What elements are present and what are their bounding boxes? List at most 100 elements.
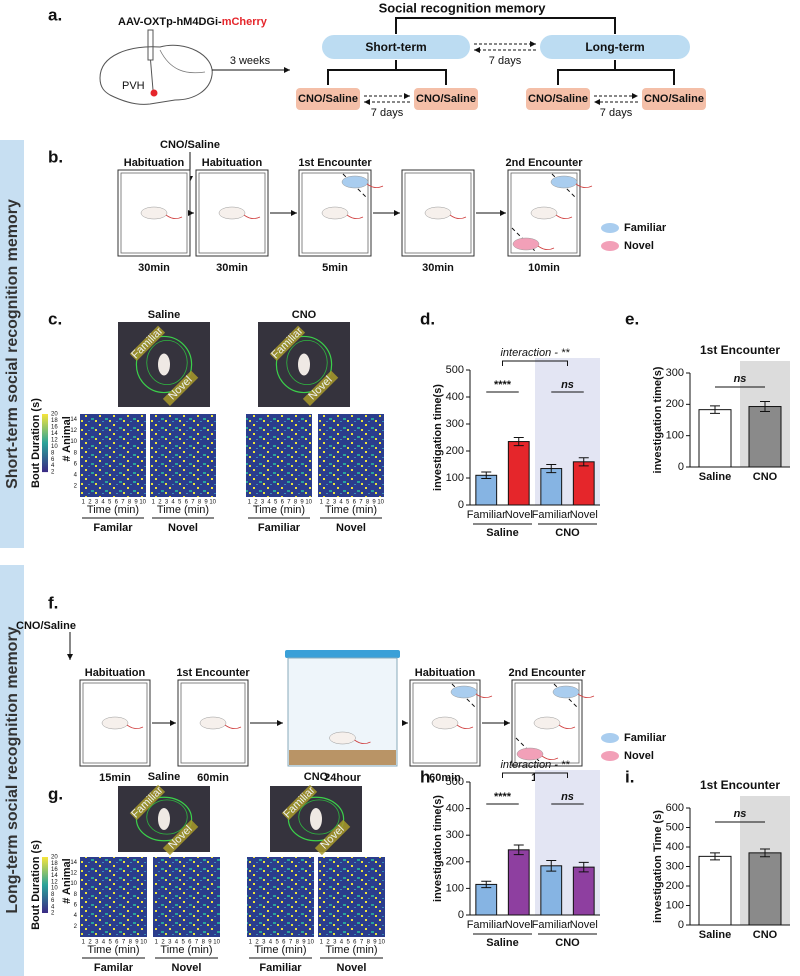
- track: [146, 799, 188, 835]
- x-tick-label: 8: [366, 500, 370, 506]
- x-tick-label: 7: [289, 940, 293, 946]
- side-bar: [0, 565, 24, 976]
- stage-duration: 30min: [216, 262, 248, 274]
- stage-label: 2nd Encounter: [508, 667, 586, 679]
- x-tick-label: 2: [254, 500, 258, 506]
- x-tick-label: 5: [178, 500, 182, 506]
- pill: [322, 35, 470, 59]
- x-tick-label: 5: [274, 500, 278, 506]
- y-tick-label: 2: [74, 924, 78, 930]
- side-bar: [0, 140, 24, 548]
- annotation: ns: [734, 808, 747, 820]
- annotation: ns: [734, 373, 747, 385]
- mouse: [329, 731, 356, 745]
- x-tick-label: Novel: [505, 509, 533, 521]
- mouse-tail: [541, 755, 559, 760]
- x-tick-label: Familiar: [532, 919, 571, 931]
- annotation: ****: [494, 791, 512, 803]
- x-tick-label: 9: [135, 940, 139, 946]
- x-tick-label: 3: [168, 940, 172, 946]
- colorbar-tick: 8: [51, 450, 55, 456]
- heatmap: [150, 414, 216, 497]
- panel-letter: i.: [625, 767, 634, 786]
- mouse-tail: [346, 214, 364, 219]
- error-bar: [513, 844, 524, 856]
- box-label: CNO/Saline: [528, 93, 588, 105]
- arena-inner: [404, 172, 472, 254]
- panel-letter: e.: [625, 309, 639, 328]
- x-tick-label: 4: [102, 940, 106, 946]
- bar: [572, 461, 595, 506]
- group-label: Familar: [93, 522, 133, 534]
- cage-lid: [285, 650, 400, 658]
- y-tick-label: 200: [666, 880, 684, 892]
- y-tick-label: 400: [446, 391, 464, 403]
- side-label: Long-term social recognition memory: [4, 626, 21, 913]
- mouse-tail: [224, 724, 242, 729]
- injection-site: [150, 89, 158, 97]
- group-label: Saline: [486, 527, 518, 539]
- y-tick-label: 300: [446, 418, 464, 430]
- x-tick-label: 2: [161, 940, 165, 946]
- legend-icon: [601, 241, 619, 251]
- branch: [327, 60, 675, 85]
- interval-label: 7 days: [371, 107, 404, 119]
- stage-duration: 24hour: [324, 772, 361, 784]
- x-tick-label: 7: [360, 940, 364, 946]
- arena-tag-bg: [269, 325, 306, 361]
- stage-label: 1st Encounter: [176, 667, 250, 679]
- colorbar-tick: 10: [51, 886, 58, 892]
- box: [414, 88, 478, 110]
- x-tick-label: 8: [296, 940, 300, 946]
- x-tick-label: 9: [373, 940, 377, 946]
- bar: [475, 474, 498, 506]
- y-tick-label: 300: [666, 860, 684, 872]
- x-tick-label: 3: [165, 500, 169, 506]
- x-tick-label: 4: [101, 500, 105, 506]
- colorbar-tick: 10: [51, 444, 58, 450]
- construct-highlight: mCherry: [222, 16, 268, 28]
- x-tick-label: 5: [346, 940, 350, 946]
- x-tick-label: 2: [88, 500, 92, 506]
- annotation: ns: [561, 791, 574, 803]
- arena-inner: [180, 682, 246, 764]
- colorbar-tick: 12: [51, 437, 58, 443]
- y-tick-label: 4: [74, 472, 78, 478]
- x-tick-label: 4: [267, 500, 271, 506]
- colorbar-tick: 16: [51, 424, 58, 430]
- annotation: interaction - **: [500, 347, 570, 359]
- x-tick-label: 4: [171, 500, 175, 506]
- x-tick-label: Novel: [505, 919, 533, 931]
- condition-label: Saline: [148, 771, 180, 783]
- cage: [287, 657, 398, 767]
- y-tick-label: 200: [446, 856, 464, 868]
- x-tick-label: 3: [95, 940, 99, 946]
- x-tick-label: 1: [320, 940, 324, 946]
- x-tick-label: 8: [128, 500, 132, 506]
- colorbar-tick: 20: [51, 855, 58, 861]
- x-tick-label: 9: [372, 500, 376, 506]
- y-tick-label: 10: [70, 439, 77, 445]
- bar: [748, 406, 782, 468]
- y-axis-label: investigation Time (s): [652, 810, 664, 923]
- x-tick-label: 6: [282, 940, 286, 946]
- x-tick-label: 8: [367, 940, 371, 946]
- x-tick-label: 2: [326, 940, 330, 946]
- x-tick-label: 5: [108, 500, 112, 506]
- error-bar: [578, 457, 589, 467]
- y-tick-label: 12: [70, 871, 77, 877]
- x-tick-label: 6: [353, 940, 357, 946]
- bar: [748, 852, 782, 926]
- mouse: [140, 206, 168, 220]
- box-label: CNO/Saline: [298, 93, 358, 105]
- mouse: [199, 716, 227, 730]
- x-tick-label: 6: [115, 940, 119, 946]
- x-tick-label: 5: [275, 940, 279, 946]
- x-tick-label: 1: [82, 940, 86, 946]
- arena-tag-bg: [302, 370, 339, 406]
- x-tick-label: 8: [198, 500, 202, 506]
- x-tick-label: 9: [300, 500, 304, 506]
- heatmap: [153, 857, 220, 937]
- arena-inner: [198, 172, 266, 254]
- syringe: [147, 29, 154, 61]
